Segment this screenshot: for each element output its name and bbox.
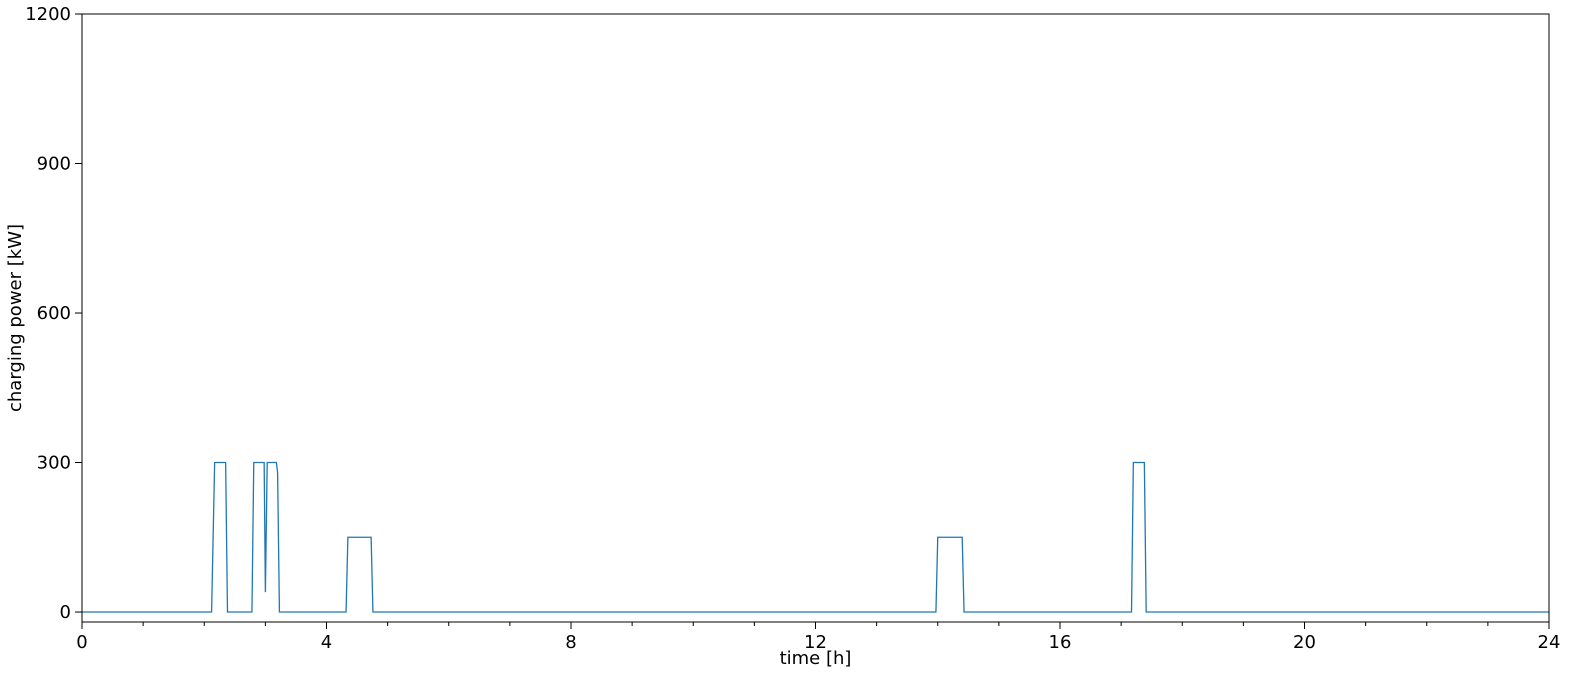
- series-line: [82, 461, 1549, 613]
- x-tick-label: 4: [321, 632, 332, 653]
- x-axis: 0 4 8 12 16 20 24: [76, 622, 1560, 653]
- y-tick-label: 600: [37, 303, 71, 324]
- y-axis: 0 300 600 900 1200: [25, 4, 82, 623]
- x-axis-title: time [h]: [780, 648, 852, 669]
- plot-area: [82, 14, 1549, 622]
- x-tick-label: 24: [1538, 632, 1561, 653]
- x-tick-label: 12: [804, 632, 827, 653]
- x-tick-label: 0: [76, 632, 87, 653]
- series-layer: [82, 461, 1549, 613]
- y-tick-label: 0: [60, 602, 71, 623]
- y-tick-label: 300: [37, 453, 71, 474]
- y-tick-label: 900: [37, 154, 71, 175]
- x-tick-label: 20: [1293, 632, 1316, 653]
- y-axis-title: charging power [kW]: [5, 224, 26, 412]
- x-tick-label: 16: [1049, 632, 1072, 653]
- x-tick-label: 8: [565, 632, 576, 653]
- y-tick-label: 1200: [25, 4, 71, 25]
